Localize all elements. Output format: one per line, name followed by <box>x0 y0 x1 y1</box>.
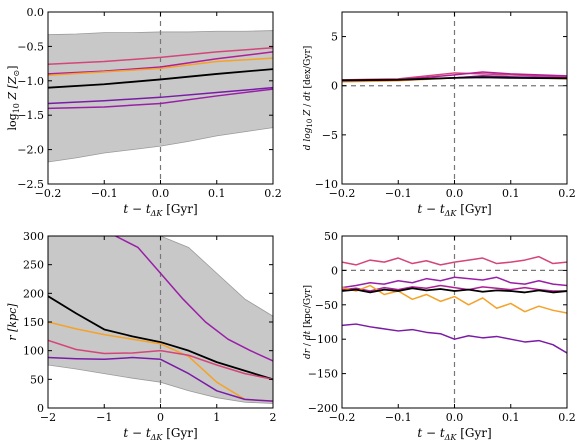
y-tick-label: −5 <box>322 129 338 142</box>
series-line-2 <box>342 284 567 292</box>
x-tick-label: 0.1 <box>502 411 520 424</box>
y-tick-label: −2.0 <box>17 144 44 157</box>
panel-drdt: −0.2 −0.1 0.0 0.1 0.2 −200 −150 −100 −50 0 50 t − t… <box>303 230 576 442</box>
y-tick-label: −0.5 <box>17 40 44 53</box>
x-tick-label: −0.2 <box>35 187 62 200</box>
y-tick-label: 0 <box>331 264 338 277</box>
x-tick-label: −0.1 <box>385 411 412 424</box>
x-tick-label: 0.0 <box>446 411 464 424</box>
y-tick-label: −200 <box>308 402 338 415</box>
x-tick-label: 0.1 <box>502 187 520 200</box>
y-tick-label: 200 <box>23 287 44 300</box>
series-line-4 <box>342 287 567 294</box>
y-tick-label: 100 <box>23 345 44 358</box>
y-tick-label: 0 <box>37 402 44 415</box>
y-axis-label: d log10 Z / dt [dex/Gyr] <box>303 46 314 151</box>
x-tick-label: −2 <box>40 411 56 424</box>
series-line-4 <box>342 76 567 82</box>
panel-r: −2 −1 0 1 2 0 50 100 150 200 250 300 t − tΔK [Gyr] r … <box>6 230 277 442</box>
x-tick-label: −0.1 <box>385 187 412 200</box>
series-line-5 <box>342 323 567 354</box>
series-line-4 <box>48 356 273 402</box>
y-tick-label: −50 <box>315 299 338 312</box>
y-tick-label: 50 <box>30 373 44 386</box>
x-tick-label: 0.2 <box>264 187 282 200</box>
y-tick-label: −100 <box>308 333 338 346</box>
series-line-2 <box>48 321 273 402</box>
series-line-0 <box>342 255 567 266</box>
y-axis-label: dr / dt [kpc/Gyr] <box>303 285 313 359</box>
x-tick-label: 0.0 <box>446 187 464 200</box>
y-tick-label: −1.5 <box>17 109 44 122</box>
y-tick-label: 5 <box>331 31 338 44</box>
x-tick-label: 0.0 <box>152 187 170 200</box>
y-tick-label: 250 <box>23 259 44 272</box>
x-tick-label: −0.2 <box>329 411 356 424</box>
panel-dlogZdt: −0.2 −0.1 0.0 0.1 0.2 −10 −5 0 5 t − tΔK [Gyr] d l… <box>303 11 576 218</box>
x-axis-label: t − tΔK [Gyr] <box>123 202 197 218</box>
series-line-1 <box>342 276 567 289</box>
series-line-2 <box>48 57 273 77</box>
x-tick-label: 0 <box>157 411 164 424</box>
x-tick-label: −1 <box>96 411 112 424</box>
y-tick-label: −10 <box>315 178 338 191</box>
y-tick-label: 0 <box>331 80 338 93</box>
series-line-3 <box>48 339 273 381</box>
y-tick-label: −2.5 <box>17 178 44 191</box>
x-axis-label: t − tΔK [Gyr] <box>417 202 491 218</box>
series-line-3 <box>342 284 567 314</box>
x-tick-label: 0.2 <box>558 411 576 424</box>
series-line-4 <box>48 86 273 105</box>
x-tick-label: 0.2 <box>558 187 576 200</box>
y-axis-label: r [kpc] <box>6 303 19 341</box>
y-tick-label: −1.0 <box>17 75 44 88</box>
y-tick-label: −150 <box>308 368 338 381</box>
x-tick-label: 2 <box>270 411 277 424</box>
x-tick-label: 1 <box>213 411 220 424</box>
y-tick-label: 0.0 <box>27 6 45 19</box>
x-tick-label: −0.2 <box>329 187 356 200</box>
x-axis-label: t − tΔK [Gyr] <box>123 426 197 442</box>
series-line-3 <box>48 68 273 89</box>
series-line-0 <box>48 47 273 66</box>
y-tick-label: 150 <box>23 316 44 329</box>
x-tick-label: −0.1 <box>91 187 118 200</box>
panel-logZ: −0.2 −0.1 0.0 0.1 0.2 −2.5 −2.0 −1.5 −1.0 −0.5 0.0… <box>6 6 282 218</box>
series-line-1 <box>48 295 273 381</box>
y-tick-label: 300 <box>23 230 44 243</box>
series-line-0 <box>115 236 273 362</box>
y-axis-label: log10 Z [Z⊙] <box>6 66 21 131</box>
y-tick-label: 50 <box>324 230 338 243</box>
x-axis-label: t − tΔK [Gyr] <box>417 426 491 442</box>
x-tick-label: 0.1 <box>208 187 226 200</box>
series-line-1 <box>48 51 273 75</box>
series-line-5 <box>48 88 273 110</box>
